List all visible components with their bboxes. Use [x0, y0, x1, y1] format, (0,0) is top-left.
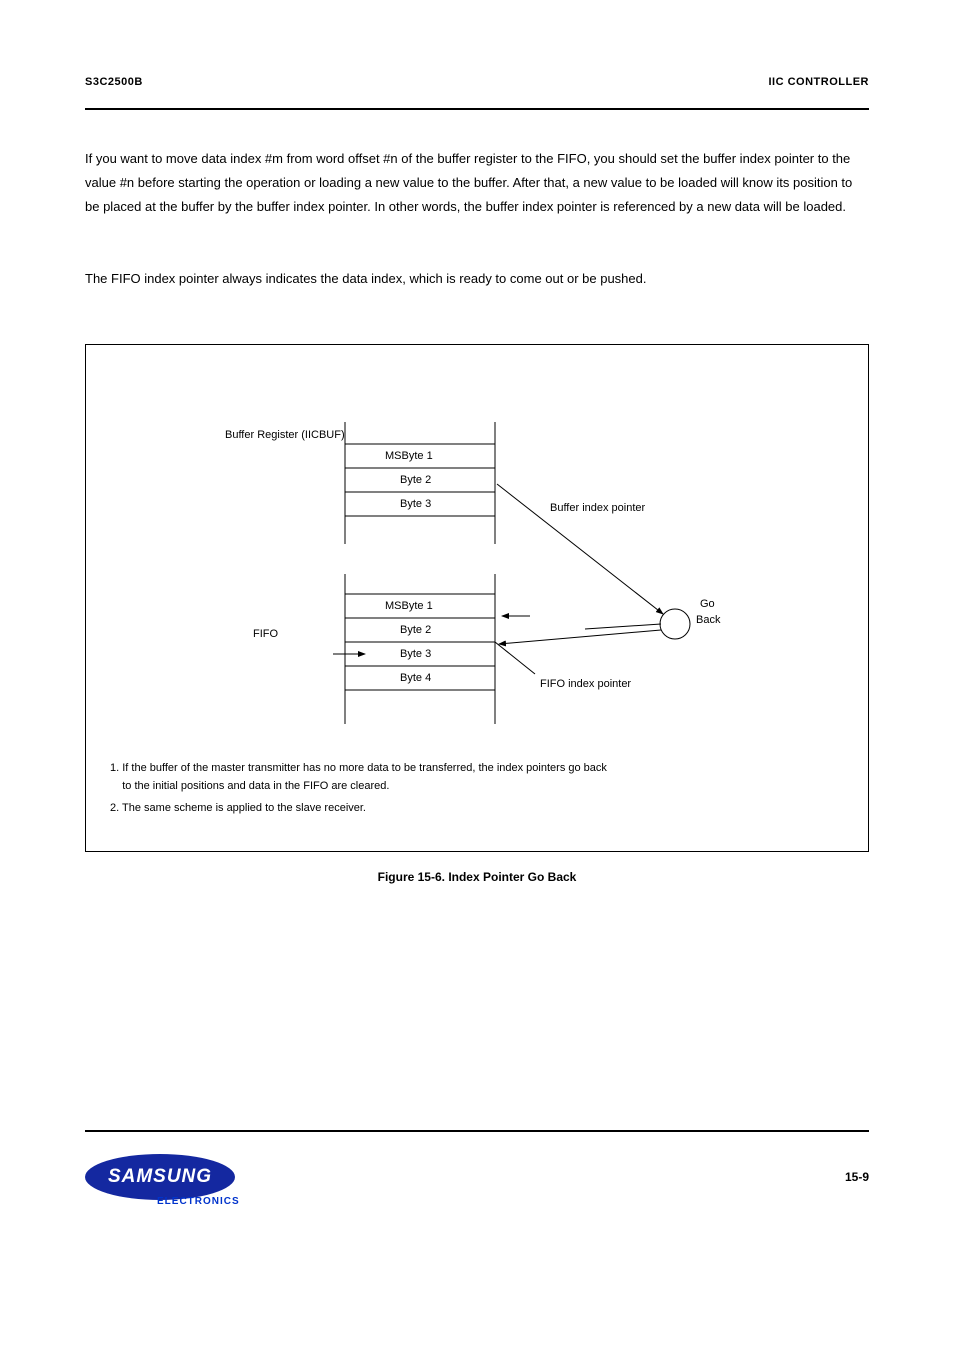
logo-main-text: SAMSUNG [108, 1166, 212, 1188]
label-go: Go [700, 598, 715, 610]
label-buffer-register: Buffer Register (IICBUF) [225, 428, 305, 442]
figure-note-2: 2. The same scheme is applied to the sla… [110, 800, 366, 818]
buf-row-1: MSByte 1 [385, 450, 433, 462]
figure-caption: Figure 15-6. Index Pointer Go Back [0, 870, 954, 884]
buf-row-3: Byte 3 [400, 498, 431, 510]
header-section: IIC CONTROLLER [769, 76, 870, 88]
label-fifo: FIFO [253, 628, 278, 640]
footer-rule [85, 1130, 869, 1132]
label-buffer-idx: Buffer index pointer [550, 502, 645, 514]
header-product: S3C2500B [85, 76, 143, 88]
logo-sub-text: ELECTRONICS [157, 1196, 240, 1207]
header-rule [85, 108, 869, 110]
fifo-row-3: Byte 3 [400, 648, 431, 660]
buf-row-2: Byte 2 [400, 474, 431, 486]
figure-note-1: 1. If the buffer of the master transmitt… [110, 760, 607, 795]
paragraph-2: The FIFO index pointer always indicates … [85, 267, 869, 291]
fifo-row-4: Byte 4 [400, 672, 431, 684]
label-back: Back [696, 614, 720, 626]
fifo-row-2: Byte 2 [400, 624, 431, 636]
page-number: 15-9 [845, 1170, 869, 1184]
paragraph-1: If you want to move data index #m from w… [85, 147, 869, 219]
label-fifo-idx: FIFO index pointer [540, 678, 631, 690]
fifo-row-1: MSByte 1 [385, 600, 433, 612]
samsung-logo: SAMSUNG ELECTRONICS [85, 1154, 235, 1200]
